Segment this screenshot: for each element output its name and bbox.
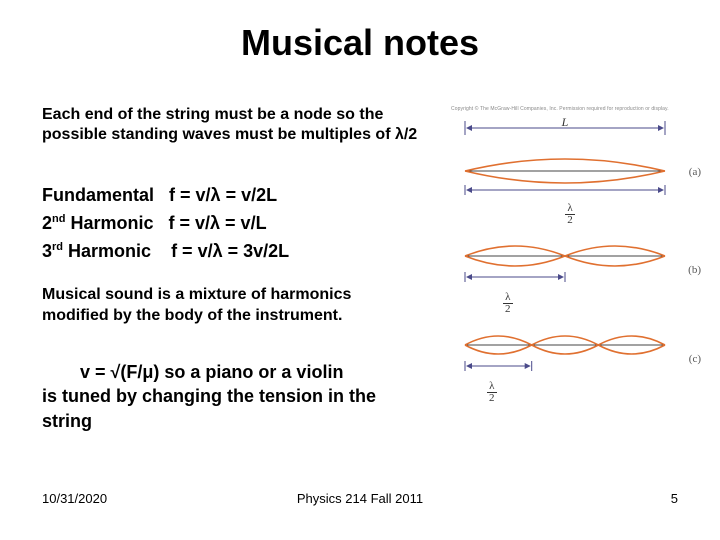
harmonic-2-post: Harmonic	[65, 213, 153, 233]
wave-panel-c: λ2 (c)	[445, 323, 695, 404]
harmonic-1-eq: f = v/λ = v/2L	[169, 185, 277, 205]
harmonic-2-eq: f = v/λ = v/L	[169, 213, 267, 233]
panel-a-letter: (a)	[689, 166, 701, 178]
harmonic-row-2: 2nd Harmonic f = v/λ = v/L	[42, 210, 437, 238]
tension-line2: is tuned by changing the tension in the …	[42, 384, 422, 433]
panel-b-lambda: λ2	[503, 292, 695, 315]
harmonic-3-post: Harmonic	[63, 241, 151, 261]
wave-panel-a: λ2 (a)	[445, 145, 695, 226]
harmonics-list: Fundamental f = v/λ = v/2L 2nd Harmonic …	[42, 182, 437, 266]
page-title: Musical notes	[0, 22, 720, 64]
harmonic-1-label: Fundamental	[42, 185, 154, 205]
tension-line1: v = √(F/μ) so a piano or a violin	[42, 360, 422, 384]
harmonic-3-eq: f = v/λ = 3v/2L	[171, 241, 289, 261]
harmonic-3-pre: 3	[42, 241, 52, 261]
harmonic-2-pre: 2	[42, 213, 52, 233]
length-dimension: L	[445, 118, 685, 140]
panel-a-lambda: λ2	[445, 203, 695, 226]
footer-course: Physics 214 Fall 2011	[0, 491, 720, 506]
length-label: L	[561, 118, 569, 129]
tension-text: v = √(F/μ) so a piano or a violin is tun…	[42, 360, 422, 433]
harmonic-3-sup: rd	[52, 241, 63, 253]
harmonic-row-1: Fundamental f = v/λ = v/2L	[42, 182, 437, 210]
harmonic-row-3: 3rd Harmonic f = v/λ = 3v/2L	[42, 238, 437, 266]
panel-c-letter: (c)	[689, 353, 701, 365]
figure-copyright: Copyright © The McGraw-Hill Companies, I…	[451, 106, 695, 112]
mixture-text: Musical sound is a mixture of harmonics …	[42, 285, 422, 327]
harmonic-2-sup: nd	[52, 213, 65, 225]
standing-wave-figure: Copyright © The McGraw-Hill Companies, I…	[445, 106, 695, 416]
footer-page: 5	[671, 491, 678, 506]
wave-panel-b: λ2 (b)	[445, 234, 695, 315]
panel-b-letter: (b)	[688, 264, 701, 276]
panel-c-lambda: λ2	[487, 381, 695, 404]
intro-text: Each end of the string must be a node so…	[42, 105, 437, 145]
